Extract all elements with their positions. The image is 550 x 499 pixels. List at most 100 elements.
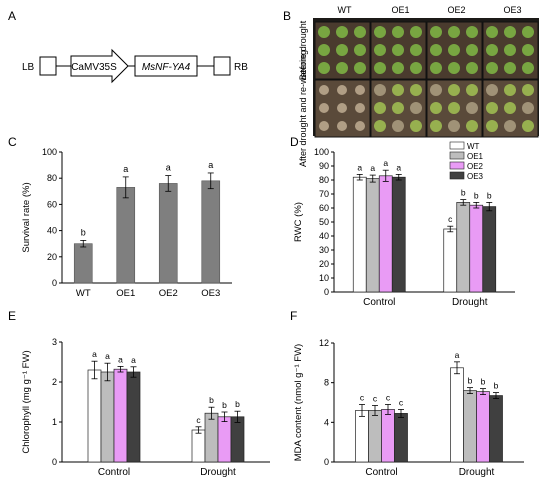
y-tick-label: 12 — [319, 338, 329, 348]
plant-rosette — [354, 26, 366, 38]
significance-letter: b — [235, 399, 240, 409]
plant-rosette — [504, 44, 516, 56]
plant-rosette — [466, 26, 478, 38]
significance-letter: b — [222, 400, 227, 410]
significance-letter: c — [448, 214, 453, 224]
x-tick-label: OE2 — [159, 288, 178, 299]
plant-rosette — [486, 120, 498, 132]
photo-column-label: OE2 — [447, 5, 465, 15]
bar — [394, 413, 408, 463]
rb-label: RB — [234, 62, 248, 73]
x-tick-label: Drought — [452, 297, 488, 308]
plant-rosette — [374, 84, 386, 96]
y-tick-label: 90 — [319, 161, 329, 171]
plant-rosette — [355, 121, 365, 131]
plant-rosette — [486, 26, 498, 38]
plant-rosette — [410, 102, 422, 114]
significance-letter: b — [487, 190, 492, 200]
bar — [191, 429, 206, 463]
x-tick-label: Drought — [200, 467, 236, 478]
plant-rosette — [430, 26, 442, 38]
bar — [217, 416, 232, 463]
x-tick-label: OE1 — [116, 288, 135, 299]
lb-label: LB — [22, 62, 35, 73]
plant-rosette — [466, 44, 478, 56]
bar — [201, 180, 221, 284]
significance-letter: b — [494, 381, 499, 391]
plant-rosette — [522, 120, 534, 132]
plant-rosette — [448, 120, 460, 132]
plant-rosette — [354, 62, 366, 74]
y-tick-label: 0 — [324, 287, 329, 297]
legend-swatch — [449, 161, 465, 170]
y-tick-label: 8 — [324, 378, 329, 388]
rb-box — [213, 56, 231, 76]
y-tick-label: 100 — [314, 147, 329, 157]
plant-rosette — [355, 85, 365, 95]
significance-letter: b — [468, 376, 473, 386]
bar — [73, 243, 93, 284]
significance-letter: c — [386, 392, 391, 402]
significance-letter: a — [166, 163, 171, 173]
y-tick-label: 10 — [319, 273, 329, 283]
legend-label: WT — [467, 142, 480, 151]
plant-rosette — [486, 62, 498, 74]
plant-rosette — [448, 26, 460, 38]
plant-rosette — [466, 62, 478, 74]
plant-rosette — [504, 84, 516, 96]
plant-rosette — [410, 84, 422, 96]
photo-column-label: WT — [338, 5, 352, 15]
plant-rosette — [466, 102, 478, 114]
significance-letter: b — [209, 395, 214, 405]
plant-rosette — [486, 84, 498, 96]
bar — [368, 410, 382, 463]
plant-rosette — [318, 62, 330, 74]
bar — [463, 390, 477, 463]
bar — [365, 178, 380, 293]
plant-rosette — [410, 26, 422, 38]
plant-rosette — [448, 62, 460, 74]
plant-rosette — [430, 102, 442, 114]
legend-swatch — [449, 151, 465, 160]
significance-letter: a — [131, 355, 136, 365]
plant-rosette — [392, 120, 404, 132]
significance-letter: a — [92, 349, 97, 359]
plant-rosette — [448, 84, 460, 96]
plant-rosette — [337, 121, 347, 131]
significance-letter: c — [373, 393, 378, 403]
significance-letter: a — [396, 162, 401, 172]
bar — [476, 391, 490, 463]
y-tick-label: 2 — [52, 377, 57, 387]
promoter-label: CaMV35S — [71, 62, 117, 73]
y-axis-label: MDA content (nmol g⁻¹ FW) — [293, 344, 304, 461]
plant-rosette — [392, 26, 404, 38]
plant-rosette — [374, 62, 386, 74]
bar — [456, 202, 471, 293]
bar — [204, 412, 219, 463]
significance-letter: a — [208, 160, 213, 170]
bar — [158, 183, 178, 284]
y-tick-label: 40 — [47, 226, 57, 236]
panel-label-c: C — [8, 135, 17, 149]
chart-survival-rate: 0 20 40 60 80 100 Survival rate (%) b WT a OE1 a OE2… — [21, 147, 232, 299]
bar — [113, 368, 128, 463]
panel-label-f: F — [290, 309, 297, 323]
plant-rosette — [319, 121, 329, 131]
x-tick-label: Control — [365, 467, 397, 478]
y-tick-label: 3 — [52, 337, 57, 347]
plant-rosette — [392, 102, 404, 114]
bar — [126, 371, 141, 463]
y-tick-label: 0 — [52, 457, 57, 467]
plant-rosette — [466, 84, 478, 96]
bar — [489, 395, 503, 463]
significance-letter: a — [370, 163, 375, 173]
plant-rosette — [410, 120, 422, 132]
legend-swatch — [449, 141, 465, 150]
y-axis-label: RWC (%) — [293, 202, 304, 242]
promoter-arrow — [70, 48, 129, 84]
plant-rosette — [430, 84, 442, 96]
plant-rosette — [336, 44, 348, 56]
panel-label-b: B — [283, 9, 291, 23]
